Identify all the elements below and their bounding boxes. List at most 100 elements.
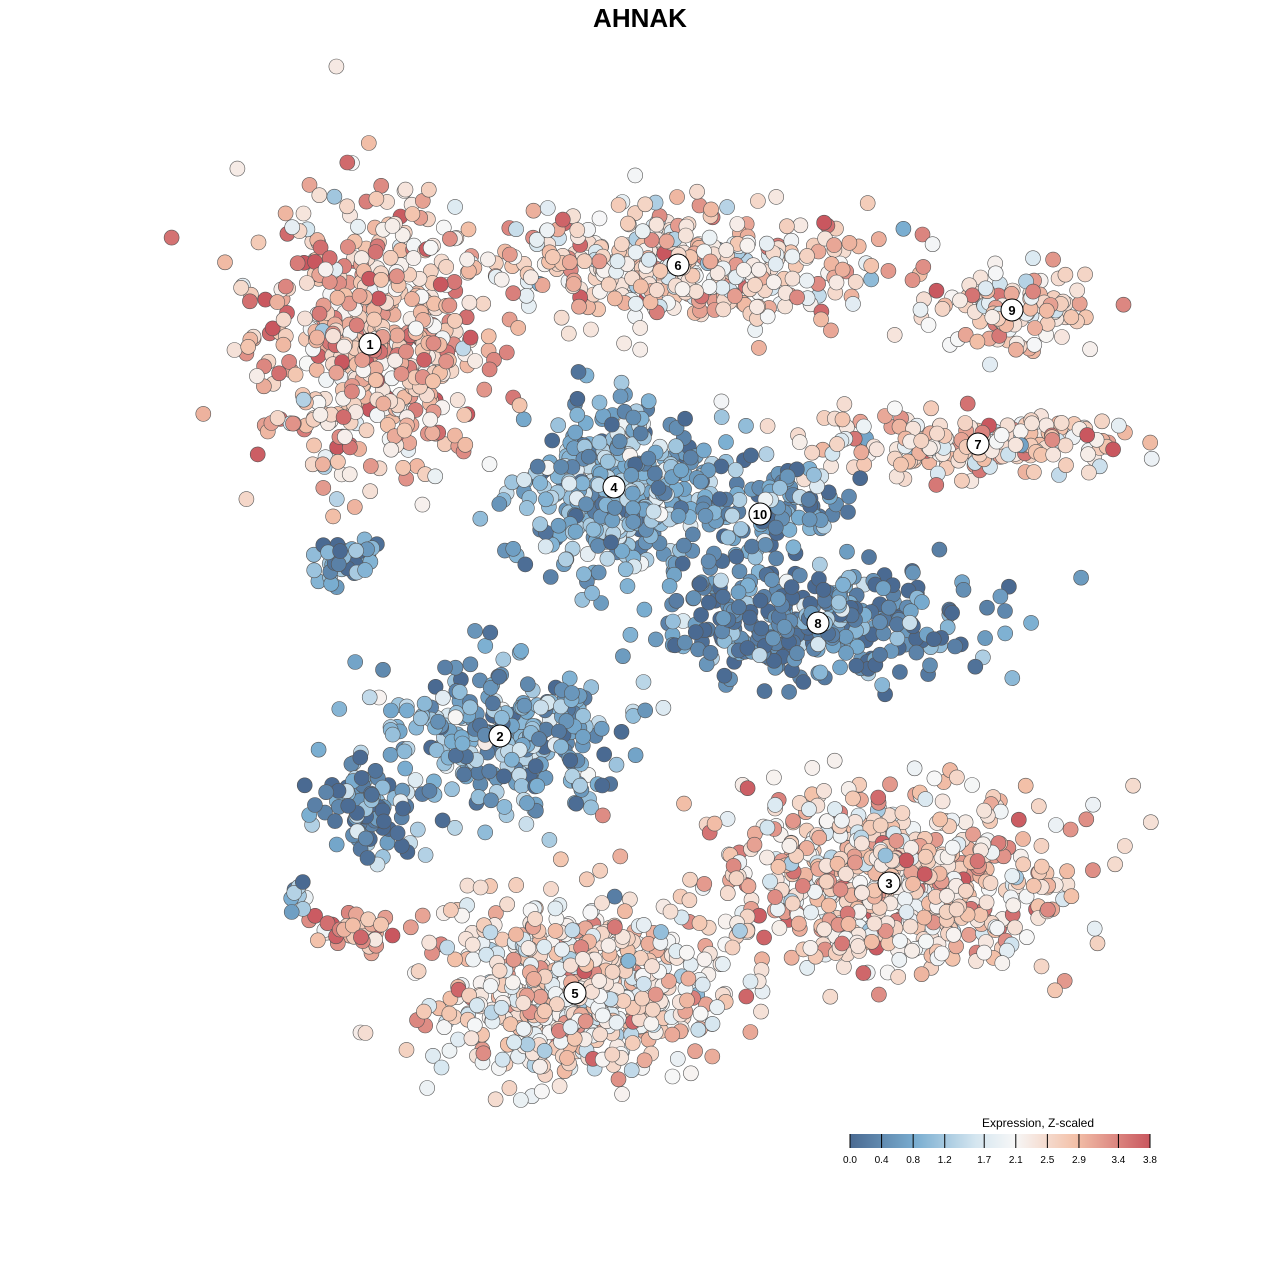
cell-point-cluster-1: [351, 287, 368, 304]
cell-point-cluster-6: [735, 262, 752, 278]
cell-point-cluster-1: [238, 491, 255, 507]
cell-point-cluster-6: [591, 210, 608, 227]
cell-point-cluster-4: [625, 409, 642, 426]
cell-point-cluster-1: [398, 343, 414, 360]
cell-point-cluster-3: [1040, 901, 1056, 918]
cell-point-cluster-5: [441, 1005, 458, 1022]
cell-point-cluster-5: [519, 1036, 536, 1053]
cell-point-cluster-2: [606, 888, 623, 905]
cell-point-cluster-10: [744, 538, 760, 555]
cell-point-cluster-1: [498, 344, 515, 361]
cell-point-outlier-group: [373, 916, 389, 933]
cluster-label-text: 8: [814, 616, 821, 631]
cell-point-cluster-10: [757, 537, 774, 553]
cell-point-cluster-5: [508, 926, 524, 943]
cell-point-cluster-5: [416, 1003, 432, 1020]
cell-point-cluster-3: [969, 853, 986, 869]
cell-point-cluster-5: [527, 911, 543, 927]
cell-point-cluster-10: [852, 470, 869, 487]
cell-point-cluster-6: [784, 248, 801, 265]
cell-point-cluster-4: [590, 538, 606, 554]
cell-point-cluster-1: [414, 496, 431, 513]
cell-point-cluster-3: [898, 904, 915, 920]
cell-point-cluster-8: [1023, 615, 1039, 631]
legend-tick-label: 3.4: [1111, 1155, 1125, 1166]
cell-point-cluster-2: [407, 772, 424, 788]
cell-point-outlier-group: [330, 556, 347, 573]
cell-point-cluster-5: [669, 1051, 686, 1067]
cell-point-cluster-2: [635, 674, 652, 690]
cell-point-cluster-3: [1033, 958, 1050, 975]
cell-point-cluster-5: [505, 951, 522, 968]
cell-point-cluster-1: [368, 191, 385, 207]
cell-point-cluster-4: [599, 453, 616, 470]
cell-point-cluster-5: [592, 862, 608, 879]
cell-point-cluster-10: [724, 507, 741, 524]
cell-point-cluster-6: [438, 259, 455, 275]
cell-point-cluster-3: [784, 895, 801, 912]
cell-point-cluster-6: [689, 183, 705, 200]
cell-point-cluster-5: [692, 1005, 709, 1022]
cell-point-cluster-6: [583, 321, 599, 338]
cell-point-cluster-3: [794, 878, 811, 894]
cell-point-cluster-1: [328, 58, 345, 75]
cell-point-cluster-5: [594, 1007, 611, 1024]
cell-point-cluster-6: [701, 279, 718, 295]
cell-point-cluster-4: [580, 448, 597, 465]
cell-point-cluster-10: [700, 462, 717, 479]
cell-point-cluster-3: [891, 951, 908, 968]
cell-point-cluster-1: [281, 354, 297, 370]
cell-point-cluster-2: [467, 623, 483, 639]
cell-point-cluster-5: [512, 1092, 529, 1108]
cell-point-cluster-7: [1024, 415, 1040, 432]
cell-point-cluster-3: [804, 760, 821, 776]
cell-point-cluster-9: [1039, 302, 1055, 319]
cell-point-cluster-8: [830, 594, 847, 611]
cell-point-cluster-5: [690, 1021, 707, 1038]
legend-colorbar: [850, 1134, 1150, 1148]
cell-point-cluster-1: [373, 178, 390, 194]
cell-point-cluster-4: [578, 496, 594, 513]
cell-point-cluster-5: [469, 997, 485, 1014]
cell-point-cluster-5: [617, 903, 633, 920]
cell-point-cluster-3: [1063, 888, 1080, 905]
cell-point-cluster-1: [295, 391, 312, 408]
cell-point-cluster-1: [362, 458, 379, 474]
cell-point-cluster-2: [529, 778, 546, 794]
cell-point-cluster-5: [694, 976, 711, 993]
cell-point-cluster-4: [632, 425, 649, 442]
cell-point-cluster-5: [607, 919, 623, 935]
cell-point-outlier-group: [395, 800, 411, 817]
cell-point-cluster-5: [620, 952, 637, 969]
cell-point-cluster-7: [959, 395, 976, 412]
cell-point-cluster-1: [346, 499, 363, 515]
cell-point-cluster-2: [462, 699, 478, 716]
cell-point-cluster-8: [861, 549, 877, 565]
cell-point-cluster-6: [460, 221, 477, 238]
cell-point-cluster-1: [481, 361, 498, 378]
cell-point-cluster-3: [845, 790, 861, 807]
cell-point-cluster-5: [482, 978, 499, 994]
cell-point-cluster-3: [836, 959, 852, 975]
cell-point-cluster-4: [713, 393, 730, 410]
cell-point-cluster-8: [967, 658, 984, 675]
cell-point-cluster-6: [816, 214, 832, 231]
cell-point-cluster-7: [1057, 437, 1074, 454]
cell-point-cluster-1: [312, 406, 329, 423]
cell-point-cluster-7: [1026, 464, 1042, 480]
cell-point-cluster-8: [730, 584, 747, 601]
cell-point-cluster-5: [466, 1017, 483, 1034]
cell-point-cluster-3: [863, 933, 880, 950]
cell-point-cluster-8: [875, 580, 892, 597]
cell-point-cluster-7: [913, 433, 930, 449]
cell-point-cluster-1: [420, 181, 437, 198]
cell-point-cluster-6: [895, 221, 912, 237]
cell-point-cluster-7: [804, 444, 820, 461]
cell-point-cluster-3: [759, 849, 775, 866]
cell-point-cluster-6: [799, 272, 815, 289]
cell-point-cluster-2: [527, 758, 544, 774]
cell-point-cluster-3: [1033, 858, 1050, 875]
cluster-label-7: 7: [966, 432, 990, 456]
cell-point-cluster-4: [561, 475, 578, 492]
cell-point-cluster-8: [889, 630, 906, 647]
